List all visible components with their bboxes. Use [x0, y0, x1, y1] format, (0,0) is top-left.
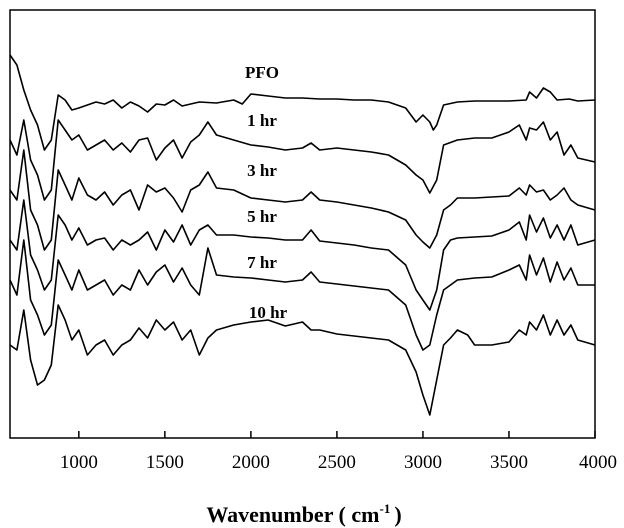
plot-frame	[9, 9, 596, 439]
series-line-5	[9, 239, 595, 351]
x-axis-title-superscript: -1	[379, 501, 390, 516]
x-tick-label: 1500	[146, 452, 184, 473]
x-axis-title-close: )	[394, 502, 401, 527]
x-axis-title-main: Wavenumber ( cm	[206, 502, 379, 527]
x-tick-label: 4000	[579, 452, 617, 473]
series-layer	[9, 54, 596, 416]
series-label-2: 1 hr	[247, 111, 277, 130]
series-label-6: 10 hr	[249, 303, 288, 322]
x-tick-label: 2000	[232, 452, 270, 473]
series-label-3: 3 hr	[247, 161, 277, 180]
series-label-4: 5 hr	[247, 207, 277, 226]
series-label-1: PFO	[245, 63, 279, 82]
x-tick-label: 2500	[318, 452, 356, 473]
x-axis-tick-labels: 1000 1500 2000 2500 3000 3500 4000	[60, 452, 617, 473]
series-line-1	[9, 54, 596, 151]
x-tick-label: 3000	[404, 452, 442, 473]
x-axis-title: Wavenumber ( cm-1)	[206, 501, 401, 527]
series-line-3	[9, 149, 596, 251]
x-tick-label: 1000	[60, 452, 98, 473]
x-tick-label: 3500	[490, 452, 528, 473]
series-label-5: 7 hr	[247, 253, 277, 272]
x-axis-ticks	[78, 431, 596, 438]
series-labels: PFO 1 hr 3 hr 5 hr 7 hr 10 hr	[245, 63, 288, 322]
series-line-6	[9, 304, 596, 416]
series-line-4	[9, 199, 596, 311]
series-line-2	[9, 119, 596, 201]
